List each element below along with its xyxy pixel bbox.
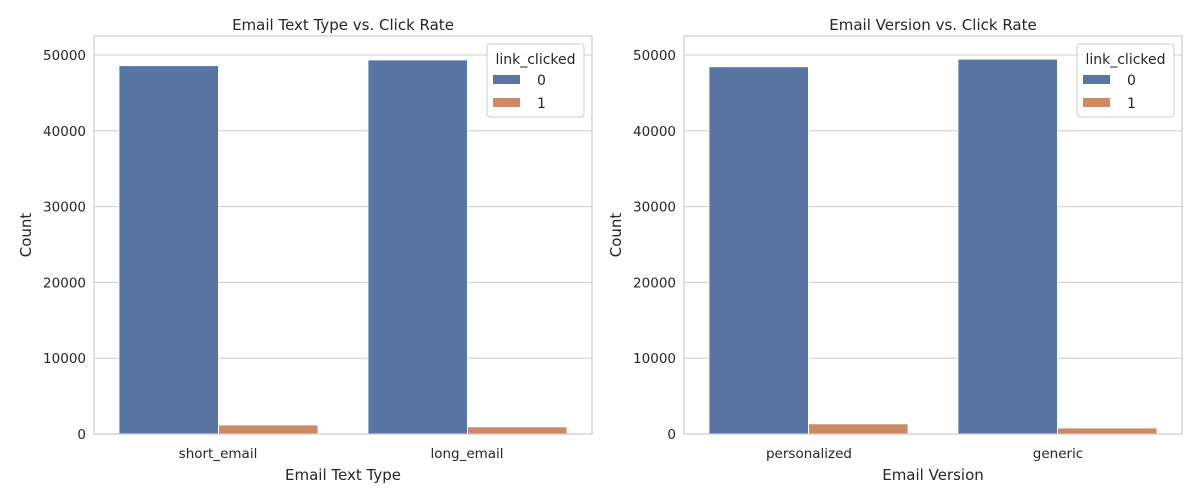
legend-swatch-1 [493, 98, 520, 107]
legend-title: link_clicked [1085, 52, 1165, 68]
legend-title: link_clicked [495, 52, 575, 68]
chart-2-frame [683, 35, 1183, 435]
chart-1-frame [93, 35, 593, 435]
y-tick-label: 50000 [43, 48, 86, 64]
y-tick-label: 30000 [633, 200, 676, 216]
chart-2-bars [708, 58, 1158, 435]
chart-1-legend: link_clicked 0 1 [486, 43, 585, 118]
chart-1-bars [118, 59, 568, 435]
legend-label-0: 0 [1127, 73, 1136, 89]
chart-2: Email Version vs. Click Rate 0 10000 20000… [607, 16, 1183, 484]
legend-label-1: 1 [1127, 96, 1136, 112]
legend-swatch-1 [1083, 98, 1110, 107]
chart-1-y-tick-labels: 0 10000 20000 30000 40000 50000 [43, 48, 86, 443]
legend-swatch-0 [493, 75, 520, 84]
bar-personalized-series-0 [708, 66, 810, 435]
legend-swatch-0 [1083, 75, 1110, 84]
y-tick-label: 50000 [633, 48, 676, 64]
chart-2-title: Email Version vs. Click Rate [829, 16, 1036, 34]
y-tick-label: 20000 [43, 275, 86, 291]
x-tick-label: long_email [430, 446, 503, 462]
chart-2-y-axis-label: Count [607, 213, 625, 258]
chart-2-x-axis-label: Email Version [882, 466, 984, 484]
chart-2-y-tick-labels: 0 10000 20000 30000 40000 50000 [633, 48, 676, 443]
y-tick-label: 10000 [633, 351, 676, 367]
y-tick-label: 40000 [43, 124, 86, 140]
bar-personalized-series-1 [808, 423, 909, 435]
bar-long_email-series-0 [367, 59, 468, 435]
bar-short_email-series-0 [118, 65, 219, 435]
x-tick-label: personalized [766, 446, 852, 462]
y-tick-label: 0 [77, 427, 86, 443]
chart-1-x-axis-label: Email Text Type [285, 466, 401, 484]
bar-short_email-series-1 [218, 424, 319, 435]
legend-label-0: 0 [537, 73, 546, 89]
bar-long_email-series-1 [467, 426, 568, 435]
legend-label-1: 1 [537, 96, 546, 112]
chart-1-y-axis-label: Count [17, 213, 35, 258]
chart-1: Email Text Type vs. Click Rate 0 10000 200… [17, 16, 593, 484]
y-tick-label: 0 [667, 427, 676, 443]
chart-1-title: Email Text Type vs. Click Rate [232, 16, 454, 34]
bar-generic-series-1 [1057, 427, 1158, 435]
y-tick-label: 10000 [43, 351, 86, 367]
y-tick-label: 30000 [43, 200, 86, 216]
bar-generic-series-0 [957, 58, 1059, 435]
y-tick-label: 20000 [633, 275, 676, 291]
chart-2-legend: link_clicked 0 1 [1076, 43, 1175, 118]
x-tick-label: generic [1033, 446, 1083, 462]
x-tick-label: short_email [179, 446, 258, 462]
y-tick-label: 40000 [633, 124, 676, 140]
